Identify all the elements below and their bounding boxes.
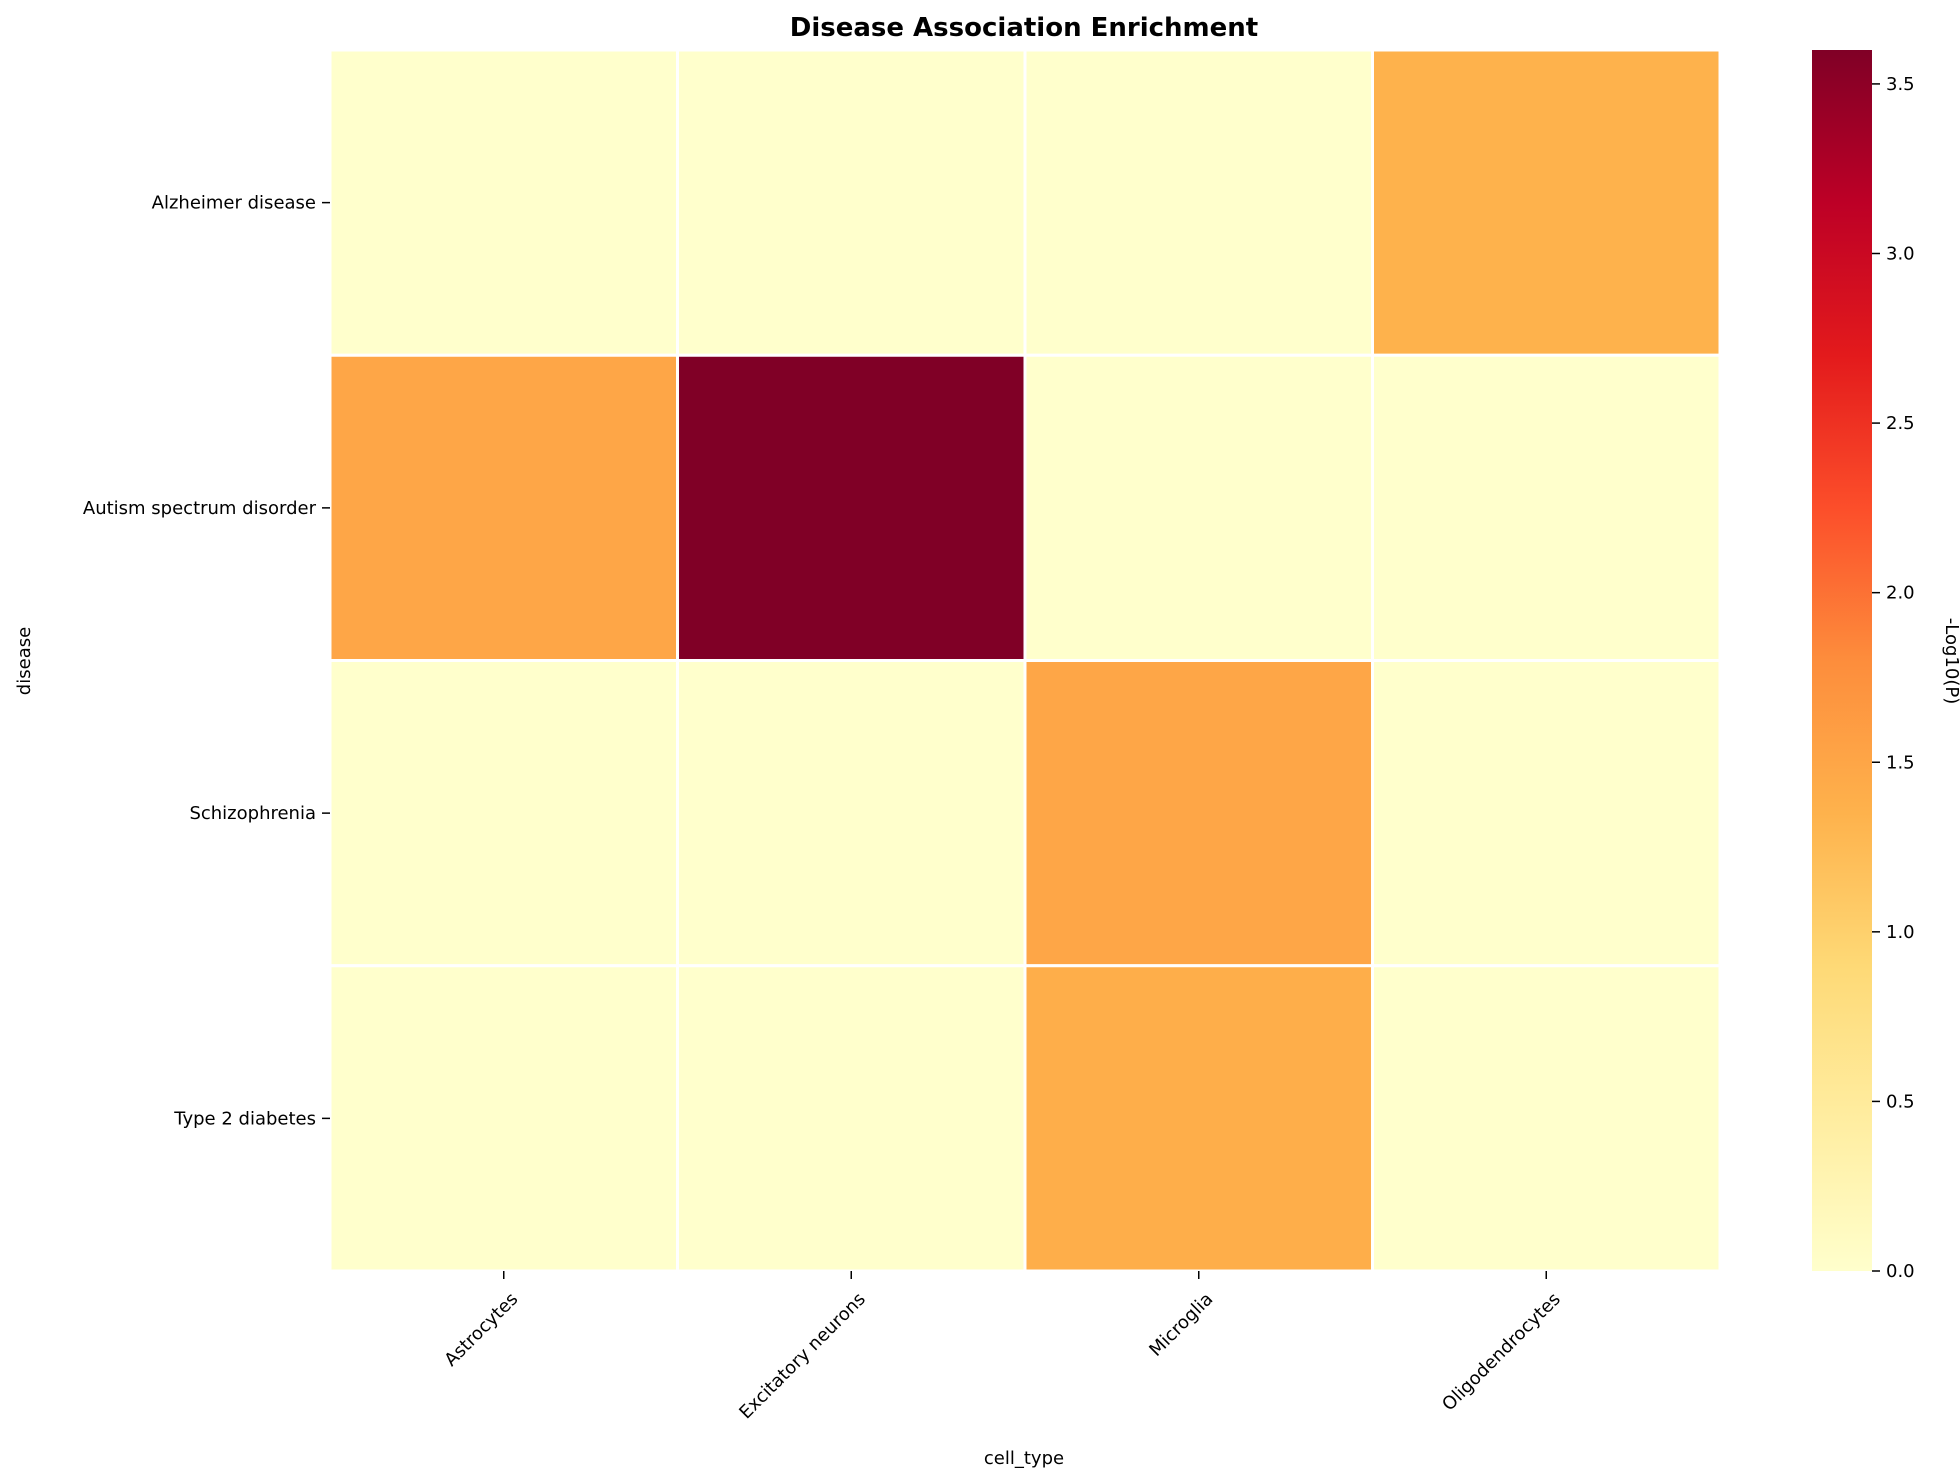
colorbar-tick-label: 2.5 bbox=[1886, 413, 1915, 434]
heatmap-cell bbox=[328, 659, 679, 968]
colorbar-tick-label: 0.5 bbox=[1886, 1091, 1915, 1112]
heatmap-cell bbox=[1023, 48, 1374, 357]
heatmap-cell bbox=[1371, 48, 1722, 357]
colorbar: 0.0 0.5 1.0 1.5 2.0 2.5 3.0 3.5 -Log10(P) bbox=[1812, 50, 1960, 1282]
colorbar-tick-label: 0.0 bbox=[1886, 1261, 1915, 1282]
y-axis-label: disease bbox=[14, 627, 35, 695]
chart-title: Disease Association Enrichment bbox=[790, 13, 1258, 43]
y-tick-label: Alzheimer disease bbox=[152, 193, 316, 214]
heatmap-cell bbox=[676, 964, 1027, 1273]
heatmap-cells bbox=[328, 48, 1722, 1273]
heatmap-cell bbox=[1371, 353, 1722, 662]
heatmap-cell bbox=[676, 48, 1027, 357]
heatmap-cell bbox=[1023, 964, 1374, 1273]
colorbar-gradient bbox=[1812, 50, 1872, 1271]
colorbar-tick-label: 1.0 bbox=[1886, 922, 1915, 943]
heatmap-cell bbox=[1371, 659, 1722, 968]
y-tick-label: Autism spectrum disorder bbox=[83, 498, 317, 519]
x-tick-label: Excitatory neurons bbox=[735, 1289, 870, 1424]
heatmap-cell bbox=[676, 659, 1027, 968]
colorbar-tick-label: 3.5 bbox=[1886, 74, 1915, 95]
heatmap-cell bbox=[1023, 353, 1374, 662]
colorbar-label: -Log10(P) bbox=[1941, 618, 1960, 704]
y-tick-label: Schizophrenia bbox=[189, 803, 316, 824]
heatmap-cell bbox=[1023, 659, 1374, 968]
colorbar-tick-label: 1.5 bbox=[1886, 752, 1915, 773]
x-tick-label: Oligodendrocytes bbox=[1438, 1289, 1565, 1416]
heatmap-cell bbox=[328, 964, 679, 1273]
colorbar-ticks: 0.0 0.5 1.0 1.5 2.0 2.5 3.0 3.5 bbox=[1872, 74, 1915, 1282]
heatmap-cell bbox=[328, 48, 679, 357]
colorbar-tick-label: 2.0 bbox=[1886, 583, 1915, 604]
heatmap-cell bbox=[328, 353, 679, 662]
x-axis-ticks: Astrocytes Excitatory neurons Microglia Oli… bbox=[440, 1271, 1565, 1424]
x-axis-label: cell_type bbox=[984, 1448, 1064, 1469]
x-tick-label: Astrocytes bbox=[440, 1289, 522, 1371]
colorbar-tick-label: 3.0 bbox=[1886, 244, 1915, 265]
x-tick-label: Microglia bbox=[1145, 1289, 1217, 1361]
heatmap-cell bbox=[1371, 964, 1722, 1273]
y-axis-ticks: Alzheimer disease Autism spectrum disorde… bbox=[83, 193, 330, 1129]
y-tick-label: Type 2 diabetes bbox=[173, 1108, 316, 1129]
heatmap-cell bbox=[676, 353, 1027, 662]
